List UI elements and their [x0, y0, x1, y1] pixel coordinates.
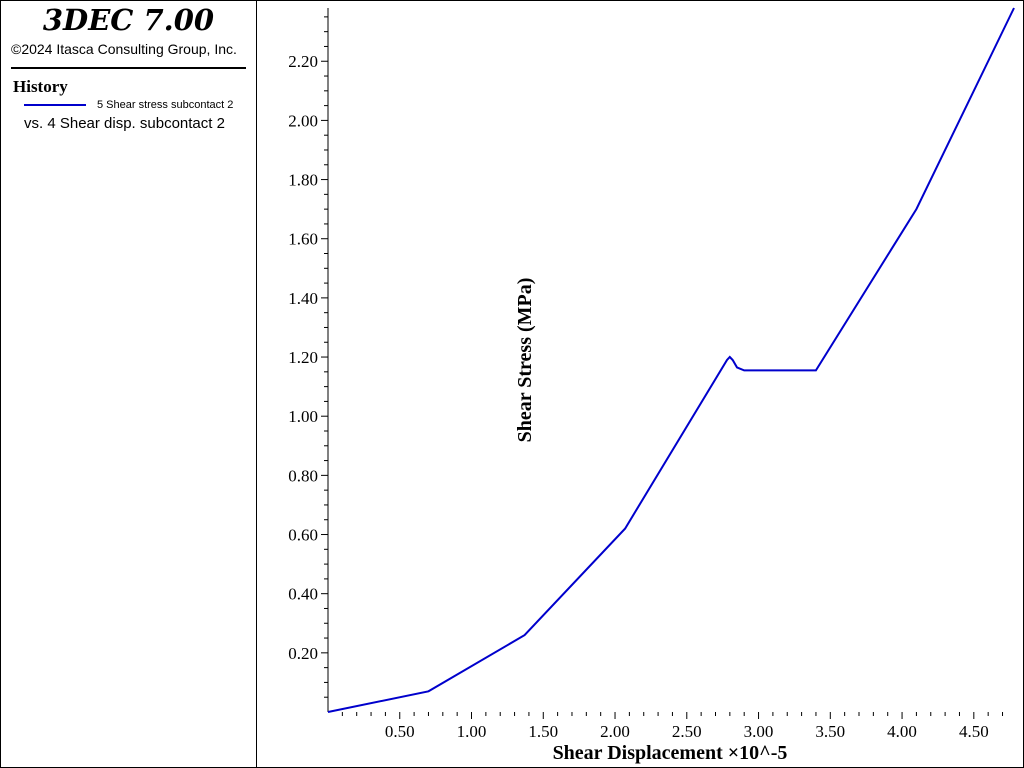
history-heading: History	[13, 77, 68, 96]
chart-plot: 0.20 0.40 0.60 0.80 1.00 1.20 1.40 1.60 1.80 2.00…	[288, 7, 1015, 764]
y-tick-label: 1.00	[288, 407, 318, 426]
app-title: 3DEC 7.00	[42, 3, 215, 37]
y-tick-labels: 0.20 0.40 0.60 0.80 1.00 1.20 1.40 1.60 1.80 2.00…	[288, 52, 318, 663]
y-tick-label: 2.20	[288, 52, 318, 71]
x-axis-title: Shear Displacement ×10^-5	[553, 742, 788, 764]
y-tick-label: 1.40	[288, 289, 318, 308]
y-tick-label: 2.00	[288, 111, 318, 130]
x-tick-label: 4.00	[887, 722, 917, 741]
y-axis-title: Shear Stress (MPa)	[514, 278, 536, 443]
x-tick-label: 2.50	[672, 722, 702, 741]
y-tick-label: 0.20	[288, 644, 318, 663]
y-tick-label: 1.80	[288, 171, 318, 190]
y-tick-label: 1.60	[288, 230, 318, 249]
x-tick-label: 0.50	[385, 722, 415, 741]
y-tick-label: 0.80	[288, 466, 318, 485]
x-tick-label: 3.50	[815, 722, 845, 741]
y-tick-label: 0.40	[288, 585, 318, 604]
legend-panel: 3DEC 7.00 ©2024 Itasca Consulting Group,…	[1, 1, 257, 767]
series-line-shear-stress	[327, 7, 1015, 713]
x-tick-label: 2.00	[600, 722, 630, 741]
x-tick-label: 3.00	[744, 722, 774, 741]
x-axis-ticks	[341, 712, 1004, 719]
legend-vs-label: vs. 4 Shear disp. subcontact 2	[24, 115, 225, 132]
y-tick-label: 0.60	[288, 526, 318, 545]
x-tick-label: 1.50	[528, 722, 558, 741]
title-divider	[11, 67, 246, 69]
y-tick-label: 1.20	[288, 348, 318, 367]
x-tick-label: 4.50	[959, 722, 989, 741]
copyright-text: ©2024 Itasca Consulting Group, Inc.	[11, 41, 237, 57]
legend-series-label: 5 Shear stress subcontact 2	[97, 99, 234, 111]
y-axis-ticks	[321, 16, 328, 698]
x-tick-label: 1.00	[457, 722, 487, 741]
legend-series-swatch	[24, 104, 86, 106]
x-tick-labels: 0.50 1.00 1.50 2.00 2.50 3.00 3.50 4.00 4.50	[385, 722, 989, 741]
